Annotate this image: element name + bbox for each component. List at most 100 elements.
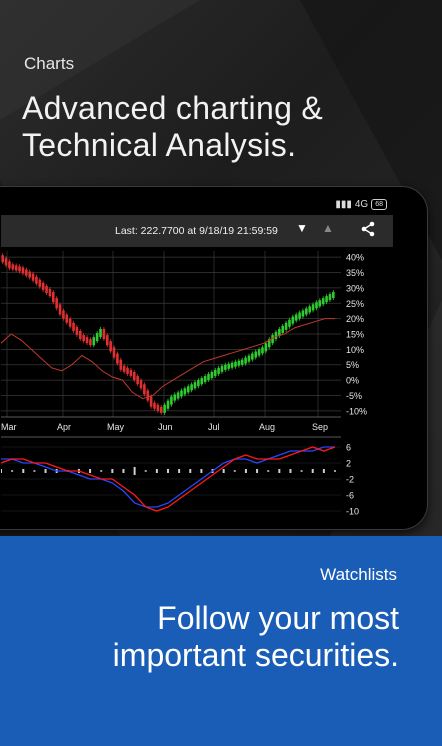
section-headline: Follow your most important securities. [113,600,399,674]
headline-line-1: Advanced charting & [22,90,323,126]
candle-body [89,339,92,346]
candle-body [281,325,285,333]
x-tick-label: Sep [312,422,328,432]
candle-body [68,318,72,327]
dropdown-triangle-icon[interactable]: ▼ [296,221,308,235]
histogram-bar [178,469,181,473]
candle-body [203,376,207,383]
candle-body [308,306,311,313]
histogram-bar [89,469,92,473]
y-tick-label: 40% [346,253,364,263]
candle-body [92,337,96,346]
candle-body [35,276,38,284]
candle-body [95,333,99,342]
candle-body [11,264,15,270]
histogram-bar [44,469,47,473]
histogram-bar [100,470,103,472]
y-tick-label: 6 [346,443,351,453]
comparison-line [1,318,335,400]
candle-body [75,326,79,335]
candle-body [288,319,291,327]
collapse-triangle-icon[interactable]: ▲ [322,221,334,235]
histogram-bar [244,469,247,473]
candle-body [186,386,190,393]
headline-line-2: important securities. [112,637,399,673]
phone-screen: ▮▮▮ 4G 68 Last: 222.7700 at 9/18/19 21:5… [1,195,393,519]
candle-body [143,384,146,395]
battery-icon: 68 [371,198,387,210]
candle-body [126,367,129,374]
histogram-bar [200,469,203,473]
histogram-bar [300,470,303,472]
status-bar: ▮▮▮ 4G 68 [335,197,387,211]
candle-body [146,390,150,401]
histogram-bar [1,469,2,473]
candle-body [311,304,315,311]
candle-body [284,322,288,330]
candle-body [129,369,133,376]
candle-body [251,353,254,360]
y-tick-label: -10% [346,406,367,416]
x-tick-label: Aug [259,422,275,432]
candle-body [332,292,335,299]
candle-body [305,308,308,315]
candle-body [213,369,217,376]
histogram-bar [155,469,158,473]
y-tick-label: 25% [346,299,364,309]
candle-body [254,351,258,358]
candle-body [48,288,52,297]
candle-body [65,314,69,323]
histogram-bar [233,470,236,472]
candle-body [102,328,106,340]
candle-body [116,353,119,364]
candle-body [78,330,82,340]
histogram-bar [22,469,25,473]
candle-body [132,371,136,381]
candle-body [139,380,143,389]
candle-body [234,361,237,367]
candle-body [62,310,65,319]
candle-body [105,335,109,346]
headline-line-1: Follow your most [157,600,399,636]
histogram-bar [33,470,36,472]
histogram-bar [322,469,325,473]
candle-body [156,404,160,411]
candle-body [159,406,163,413]
x-tick-label: Apr [57,422,71,432]
y-tick-label: 0% [346,376,359,386]
battery-level: 68 [375,200,383,208]
charts-promo-panel: Charts Advanced charting & Technical Ana… [0,0,442,536]
candle-body [31,273,35,281]
candle-body [8,261,11,269]
histogram-bar [222,469,225,473]
candle-body [28,271,31,278]
candle-body [271,335,274,344]
candle-body [325,296,328,303]
y-tick-label: 5% [346,360,359,370]
share-icon[interactable] [359,221,377,240]
candle-body [315,302,318,309]
y-tick-label: 10% [346,345,364,355]
candle-body [207,374,210,381]
oscillator-line [1,446,336,512]
histogram-bar [267,470,270,472]
candle-body [21,267,25,274]
y-tick-label: -10 [346,507,359,517]
histogram-bar [167,469,169,473]
histogram-bar [111,469,114,473]
candle-body [119,359,123,370]
candle-body [261,347,264,354]
candle-body [278,328,281,336]
candle-body [136,376,139,385]
price-chart[interactable]: 40% 35% 30% 25% 20% 15% 10% 5% 0% -5% -10% Mar Apr Ma… [1,247,393,519]
histogram-bar [289,469,292,473]
candle-body [301,310,305,317]
candle-body [55,298,58,309]
signal-icon: ▮▮▮ [335,198,352,210]
x-tick-label: Mar [1,422,17,432]
histogram-bar [133,467,136,475]
candle-body [18,266,21,272]
candle-body [200,378,204,385]
candle-body [45,285,48,293]
candle-body [163,404,166,413]
